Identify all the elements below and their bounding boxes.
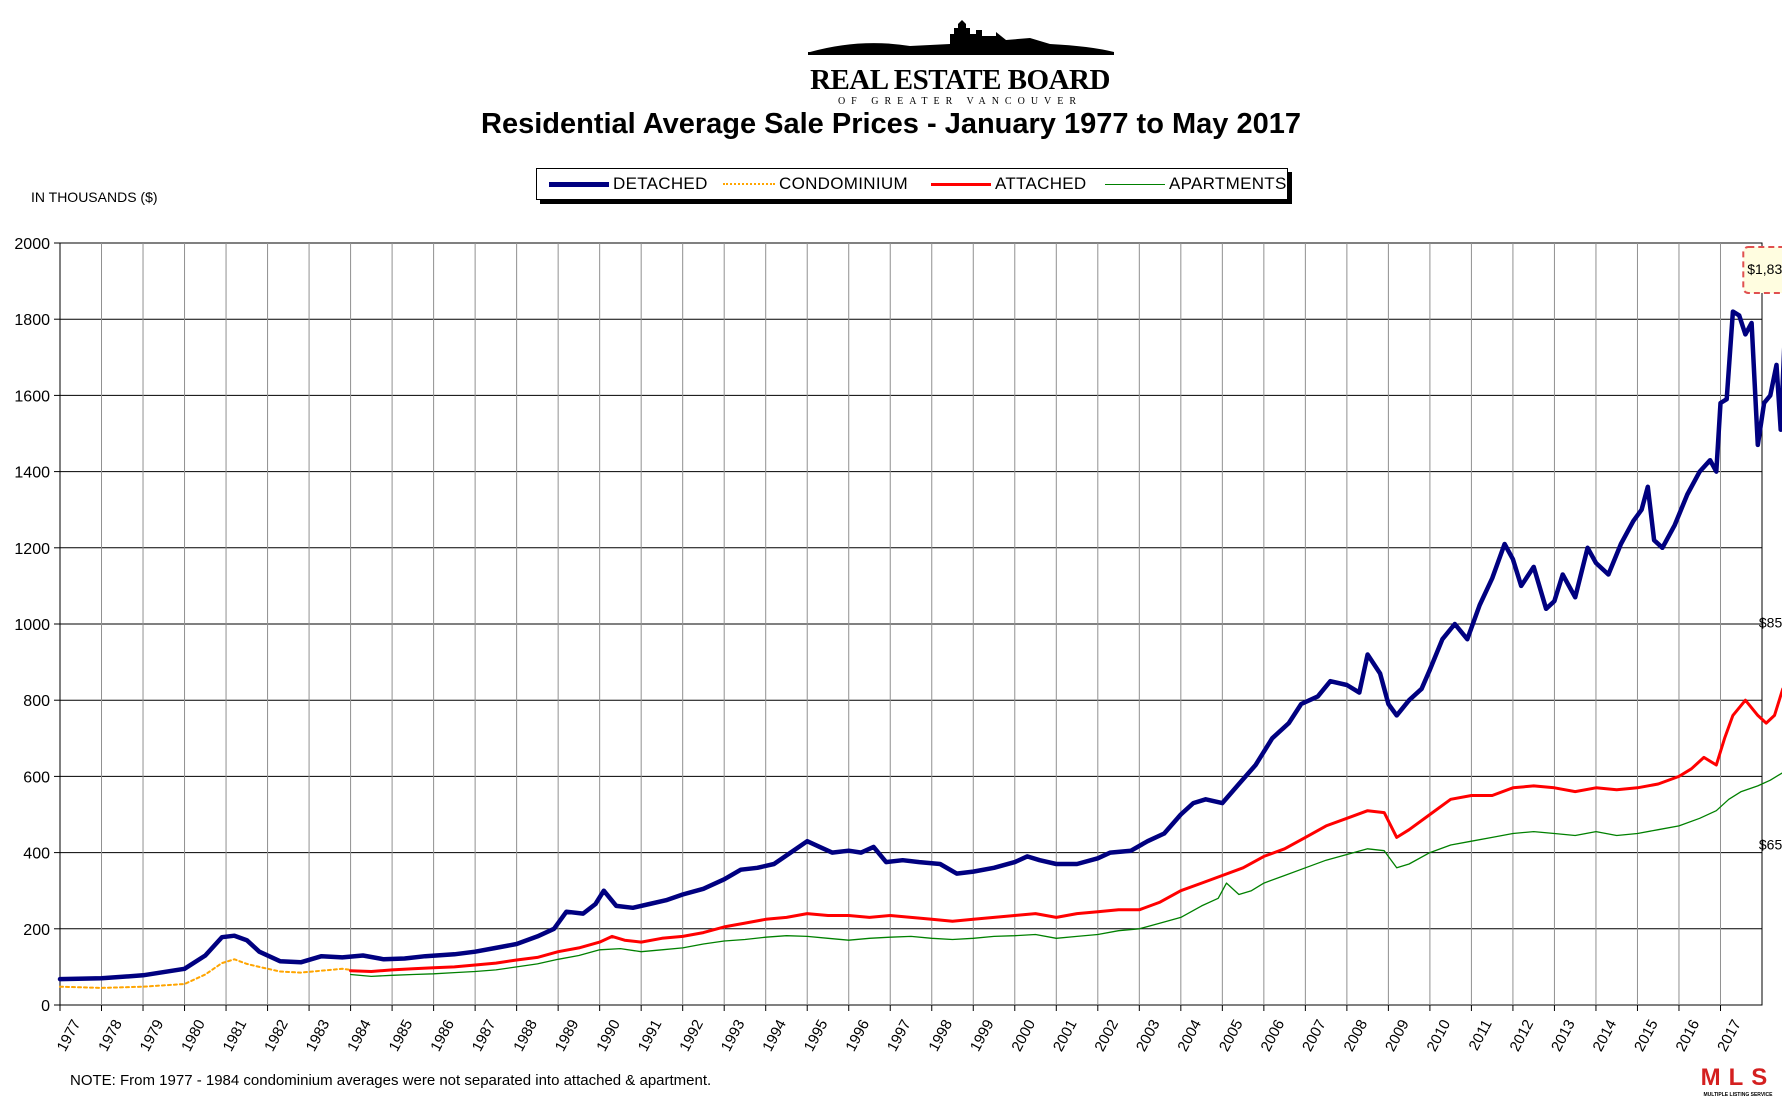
y-axis-unit-label: IN THOUSANDS ($) [31,189,158,205]
value-label-detached: $1,830,956 [1747,261,1782,277]
x-tick-label: 2008 [1340,1017,1371,1054]
org-logo: REAL ESTATE BOARD OF GREATER VANCOUVER [800,18,1120,110]
x-tick-label: 1994 [759,1017,790,1054]
x-tick-label: 1992 [676,1017,707,1054]
value-label-apartments: $656,919 [1759,837,1782,853]
legend-swatch-detached [549,181,609,187]
x-tick-label: 1987 [469,1017,500,1054]
legend-item-detached: DETACHED [549,169,708,199]
x-tick-label: 2003 [1133,1017,1164,1054]
x-tick-label: 1984 [344,1017,375,1054]
x-tick-label: 1991 [635,1017,666,1054]
x-tick-label: 2004 [1174,1017,1205,1054]
y-tick-label: 1200 [14,541,50,558]
x-tick-label: 1981 [220,1017,251,1054]
org-subtitle: OF GREATER VANCOUVER [837,96,1083,107]
x-tick-label: 1983 [303,1017,334,1054]
x-tick-label: 1999 [967,1017,998,1054]
x-tick-label: 2001 [1050,1017,1081,1054]
series-line-condominium [59,958,352,989]
y-tick-label: 0 [41,998,50,1015]
x-tick-label: 1977 [54,1017,85,1054]
series-line-apartments [349,772,1782,978]
x-tick-label: 1990 [593,1017,624,1054]
value-callout-box [1742,246,1782,294]
chart-note: NOTE: From 1977 - 1984 condominium avera… [70,1072,712,1089]
x-tick-label: 1986 [427,1017,458,1054]
legend-swatch-apartments [1105,183,1165,185]
chart-axes: 0 200 400 600 800 1000 1200 1400 1600 1800 2000 197… [14,236,1744,1054]
legend-swatch-attached [931,182,991,186]
x-tick-label: 1998 [925,1017,956,1054]
x-tick-label: 1989 [552,1017,583,1054]
y-tick-label: 1400 [14,465,50,482]
mls-badge-text: MLS [1700,1064,1776,1091]
org-name: REAL ESTATE BOARD [810,64,1110,96]
legend-label-detached: DETACHED [613,174,708,193]
y-tick-label: 1800 [14,312,50,329]
x-tick-label: 2015 [1631,1017,1662,1054]
x-tick-label: 2009 [1382,1017,1413,1054]
x-tick-label: 2016 [1673,1017,1704,1054]
x-tick-label: 2007 [1299,1017,1330,1054]
legend-item-apartments: APARTMENTS [1105,169,1287,199]
y-tick-label: 2000 [14,236,50,253]
legend-swatch-condominium [723,183,775,185]
x-tick-label: 2000 [1008,1017,1039,1054]
chart-series [57,309,1782,989]
series-line-attached [349,687,1782,973]
x-tick-label: 2010 [1424,1017,1455,1054]
legend-item-attached: ATTACHED [931,169,1087,199]
x-tick-label: 1985 [386,1017,417,1054]
y-tick-label: 400 [23,846,50,863]
x-tick-label: 2011 [1466,1017,1496,1053]
y-tick-label: 1000 [14,617,50,634]
x-tick-label: 2013 [1548,1017,1579,1054]
x-tick-label: 1993 [718,1017,749,1054]
x-tick-label: 1982 [261,1017,292,1054]
legend-label-attached: ATTACHED [995,174,1087,193]
y-tick-label: 800 [23,693,50,710]
chart-annotations: $1,830,956 $858,994 $656,919 [1742,246,1782,853]
legend-label-apartments: APARTMENTS [1169,174,1287,193]
y-tick-label: 200 [23,922,50,939]
x-tick-label: 1997 [884,1017,915,1054]
chart-legend: DETACHED CONDOMINIUM ATTACHED APARTMENTS [536,168,1288,200]
x-tick-label: 2005 [1216,1017,1247,1054]
mls-badge: MLS MULTIPLE LISTING SERVICE [1697,1064,1779,1102]
x-tick-label: 2012 [1507,1017,1538,1054]
x-tick-label: 1988 [510,1017,541,1054]
x-tick-label: 2006 [1257,1017,1288,1054]
x-tick-label: 2014 [1590,1017,1621,1054]
y-tick-label: 600 [23,769,50,786]
legend-item-condominium: CONDOMINIUM [723,169,908,199]
series-line-detached [57,309,1782,982]
y-tick-label: 1600 [14,388,50,405]
x-tick-label: 1978 [95,1017,126,1054]
x-tick-label: 1979 [137,1017,168,1054]
chart-title: Residential Average Sale Prices - Januar… [481,108,1301,140]
x-tick-label: 1980 [178,1017,209,1054]
x-tick-label: 1996 [842,1017,873,1054]
x-tick-label: 1995 [801,1017,832,1054]
value-label-attached: $858,994 [1759,615,1782,631]
mls-badge-caption: MULTIPLE LISTING SERVICE [1703,1092,1773,1098]
skyline-logo-icon [808,20,1114,55]
legend-label-condominium: CONDOMINIUM [779,174,908,193]
x-tick-label: 2017 [1714,1017,1745,1054]
x-tick-label: 2002 [1091,1017,1122,1054]
chart-grid [59,242,1763,1006]
